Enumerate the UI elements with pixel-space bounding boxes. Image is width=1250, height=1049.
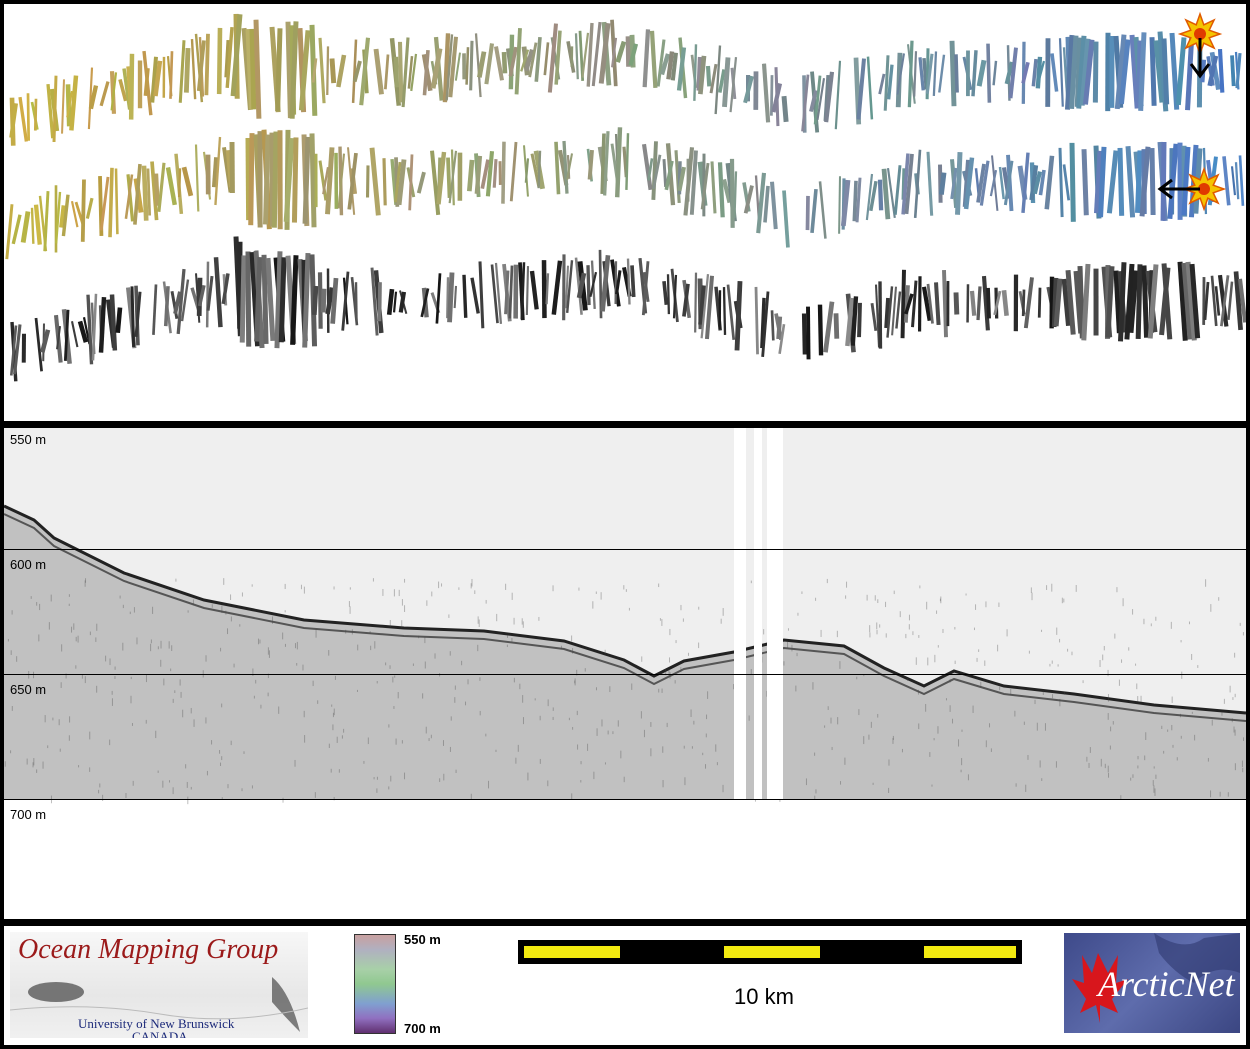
omg-university: University of New Brunswick (78, 1016, 235, 1031)
maple-leaf-icon (1072, 953, 1128, 1023)
scale-label: 10 km (734, 984, 794, 1009)
depth-label-550: 550 m (10, 432, 47, 447)
sun-illumination-icon (1181, 166, 1227, 212)
swath-mosaic-panel (4, 4, 1246, 421)
omg-logo-graphic (10, 977, 308, 1032)
seafloor-reflector (4, 428, 1246, 805)
ocean-mapping-group-logo: Ocean Mapping Group University of New Br… (10, 932, 308, 1038)
data-gap (734, 428, 746, 800)
depth-gridline-600 (4, 549, 1246, 550)
colorbar-top-label: 550 m (404, 932, 441, 947)
mosaic-strip-1 (9, 13, 1242, 146)
arcticnet-text: ArcticNet (1098, 964, 1235, 1004)
arcticnet-logo-graphic (1072, 933, 1240, 1023)
depth-label-600: 600 m (10, 557, 47, 572)
depth-label-700: 700 m (10, 807, 47, 822)
depth-gridline-650 (4, 674, 1246, 675)
legend-panel: Ocean Mapping Group University of New Br… (4, 926, 1246, 1045)
colorbar-bottom-label: 700 m (404, 1021, 441, 1036)
swath-mosaic-canvas (5, 11, 1246, 382)
data-gap (767, 428, 783, 800)
scale-bar (518, 940, 1022, 964)
omg-country: CANADA (132, 1029, 188, 1038)
scale-segment-3 (924, 946, 1016, 958)
scale-segment-2 (724, 946, 820, 958)
mosaic-strip-2 (5, 127, 1245, 260)
arcticnet-logo: ArcticNet (1064, 933, 1240, 1033)
omg-title: Ocean Mapping Group (18, 934, 279, 965)
scale-segment-1 (524, 946, 620, 958)
depth-gridline-700 (4, 799, 1246, 800)
subbottom-profile-panel: 550 m 600 m 650 m 700 m (4, 428, 1246, 919)
subbottom-profile-canvas (4, 428, 1246, 805)
mosaic-strip-3 (9, 236, 1246, 382)
depth-colorbar (354, 934, 396, 1034)
sun-illumination-icon (1177, 11, 1223, 57)
data-gap (754, 428, 762, 800)
depth-label-650: 650 m (10, 682, 47, 697)
